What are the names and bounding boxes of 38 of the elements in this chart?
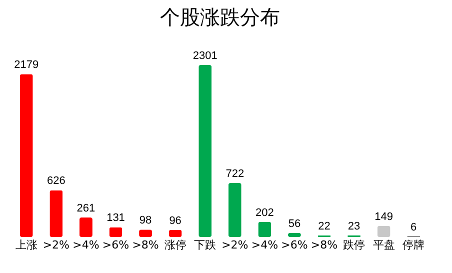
x-tick-label: >6% [102, 238, 130, 252]
bar [258, 222, 272, 237]
x-tick-label: >8% [132, 238, 159, 252]
data-label: 98 [139, 214, 152, 227]
data-label: 2301 [192, 50, 218, 62]
bar [20, 74, 33, 237]
data-label: 626 [46, 175, 66, 188]
x-tick-label: 停牌 [402, 238, 425, 252]
data-label: 56 [288, 218, 301, 230]
data-label: 6 [410, 222, 417, 234]
bar [50, 190, 63, 237]
x-tick-label: >4% [251, 238, 278, 252]
x-tick-label: >6% [281, 238, 308, 252]
data-label: 22 [318, 220, 330, 232]
data-label: 202 [256, 206, 274, 219]
data-label: 2179 [14, 59, 39, 72]
bar [168, 230, 182, 237]
x-tick-label: 上涨 [15, 238, 38, 252]
data-label: 23 [348, 220, 360, 232]
data-label: 96 [169, 214, 182, 227]
x-tick-label: 涨停 [164, 238, 186, 252]
x-tick-label: >4% [72, 238, 100, 252]
data-label: 131 [106, 212, 125, 224]
x-tick-label: >8% [310, 238, 338, 252]
x-tick-label: >2% [222, 238, 248, 252]
data-label: 149 [374, 210, 394, 223]
bar [377, 226, 390, 237]
bar [228, 183, 242, 237]
bar [79, 217, 92, 237]
x-tick-label: >2% [42, 238, 70, 252]
x-tick-label: 平盘 [372, 238, 395, 252]
bar [198, 65, 212, 237]
x-tick-label: 下跌 [194, 238, 216, 252]
x-tick-label: 跌停 [343, 238, 366, 252]
data-label: 722 [226, 168, 244, 180]
data-label: 261 [76, 202, 96, 214]
bar [109, 227, 122, 237]
chart-title: 个股涨跌分布 [160, 5, 280, 29]
